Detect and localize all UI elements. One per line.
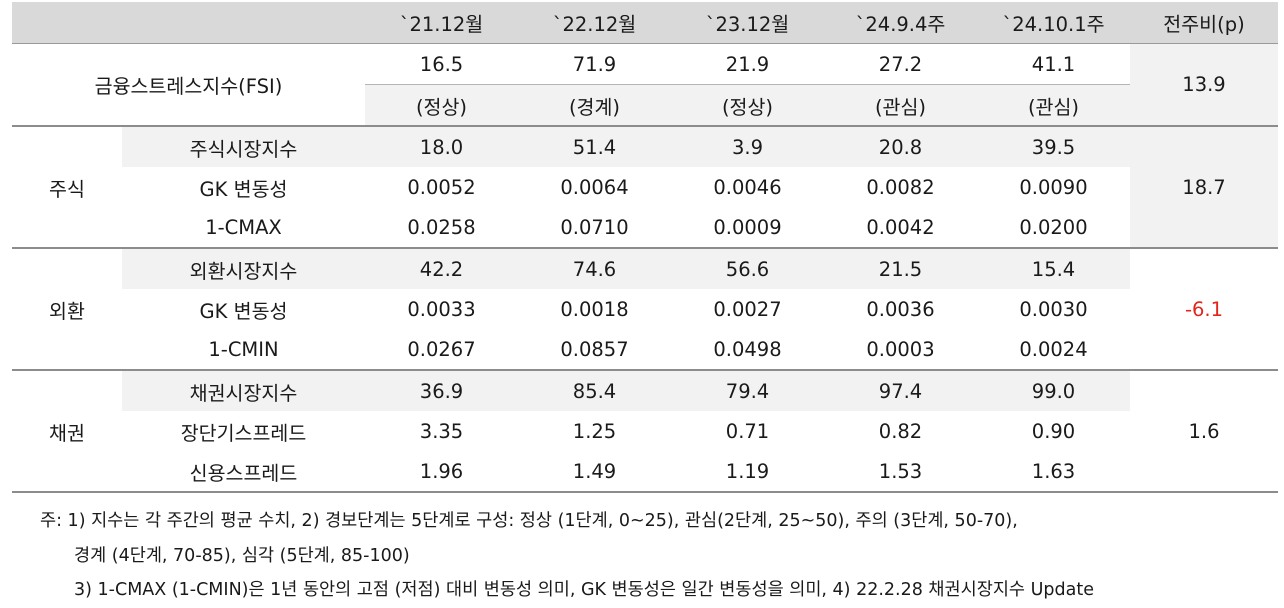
cell-value: 0.0064 [560,175,629,199]
cell-value: 20.8 [824,126,977,167]
cell-value: 0.0052 [407,175,476,199]
cell-value: 85.4 [518,370,671,411]
cell-value: 0.0258 [365,207,518,249]
row-label: 1-CMIN [122,329,365,371]
cell-value: 0.0042 [824,207,977,249]
table-row: 장단기스프레드 3.35 1.25 0.71 0.82 0.90 [12,411,1278,451]
cell-value: 0.90 [1031,419,1076,443]
fsi-stage: (정상) [365,84,518,127]
table-header-row: `21.12월 `22.12월 `23.12월 `24.9.4주 `24.10.… [12,2,1278,44]
row-label: 신용스프레드 [122,451,365,493]
column-header: `24.9.4주 [824,2,977,44]
fsi-value: 71.9 [518,43,671,85]
table-row: 1-CMAX 0.0258 0.0710 0.0009 0.0042 0.020… [12,207,1278,249]
cell-value: 3.9 [671,126,824,167]
cell-value: 51.4 [518,126,671,167]
table-row: 1-CMIN 0.0267 0.0857 0.0498 0.0003 0.002… [12,329,1278,371]
cell-value: 39.5 [977,126,1130,167]
cell-value: 0.0200 [977,207,1130,249]
table-row: GK 변동성 0.0033 0.0018 0.0027 0.0036 0.003… [12,289,1278,329]
fsi-stage: (관심) [824,84,977,127]
cell-value: 1.19 [671,451,824,493]
footnote-line: 3) 1-CMAX (1-CMIN)은 1년 동안의 고점 (저점) 대비 변동… [74,580,1094,600]
fsi-stage: (관심) [977,84,1130,127]
cell-value: 0.0027 [713,297,782,321]
cell-value: 0.0090 [1019,175,1088,199]
cell-value: 97.4 [824,370,977,411]
row-label: 주식시장지수 [122,126,365,167]
cell-value: 42.2 [365,248,518,289]
fsi-value: 21.9 [671,43,824,85]
cell-value: 18.0 [365,126,518,167]
row-label: GK 변동성 [199,299,288,323]
table-row: GK 변동성 0.0052 0.0064 0.0046 0.0082 0.009… [12,167,1278,207]
column-header: `23.12월 [671,2,824,44]
row-label: 장단기스프레드 [180,421,307,445]
column-header: `22.12월 [518,2,671,44]
fsi-label: 금융스트레스지수(FSI) [12,43,365,127]
fsi-diff: 13.9 [1130,43,1278,127]
row-label: 1-CMAX [122,207,365,249]
cell-value: 1.53 [824,451,977,493]
column-header: `21.12월 [365,2,518,44]
fsi-value: 41.1 [977,43,1130,85]
cell-value: 21.5 [824,248,977,289]
cell-value: 15.4 [977,248,1130,289]
group-diff: -6.1 [1130,248,1278,371]
cell-value: 0.71 [725,419,770,443]
group-label: 외환 [12,248,122,371]
row-label: 채권시장지수 [122,370,365,411]
column-header: `24.10.1주 [977,2,1130,44]
fsi-value: 16.5 [365,43,518,85]
cell-value: 0.0082 [866,175,935,199]
cell-value: 0.0033 [407,297,476,321]
cell-value: 99.0 [977,370,1130,411]
group-diff: 1.6 [1130,370,1278,493]
footnote-line: 경계 (4단계, 70-85), 심각 (5단계, 85-100) [74,545,410,566]
footnotes: 주: 1) 지수는 각 주간의 평균 수치, 2) 경보단계는 5단계로 구성:… [40,504,1094,608]
cell-value: 56.6 [671,248,824,289]
cell-value: 0.0003 [824,329,977,371]
cell-value: 0.0036 [866,297,935,321]
fsi-stage: (경계) [518,84,671,127]
table-row: 주식 주식시장지수 18.0 51.4 3.9 20.8 39.5 18.7 [12,126,1278,249]
fsi-value-row: 금융스트레스지수(FSI) 16.5 71.9 21.9 27.2 41.1 1… [12,43,1278,127]
cell-value: 0.0857 [518,329,671,371]
group-label: 채권 [12,370,122,493]
cell-value: 1.49 [518,451,671,493]
cell-value: 1.63 [977,451,1130,493]
cell-value: 0.0498 [671,329,824,371]
cell-value: 36.9 [365,370,518,411]
cell-value: 79.4 [671,370,824,411]
cell-value: 0.0024 [977,329,1130,371]
cell-value: 0.0046 [713,175,782,199]
group-label: 주식 [12,126,122,249]
cell-value: 0.0018 [560,297,629,321]
diff-column-header: 전주비(p) [1130,2,1278,44]
cell-value: 0.0030 [1019,297,1088,321]
group-diff: 18.7 [1130,126,1278,249]
cell-value: 74.6 [518,248,671,289]
cell-value: 0.0267 [365,329,518,371]
cell-value: 0.0710 [518,207,671,249]
header-blank [12,2,365,44]
table-row: 외환 외환시장지수 42.2 74.6 56.6 21.5 15.4 -6.1 [12,248,1278,371]
cell-value: 1.96 [365,451,518,493]
table-row: 채권 채권시장지수 36.9 85.4 79.4 97.4 99.0 1.6 [12,370,1278,493]
cell-value: 0.82 [878,419,923,443]
fsi-stage: (정상) [671,84,824,127]
row-label: GK 변동성 [199,177,288,201]
table-row: 신용스프레드 1.96 1.49 1.19 1.53 1.63 [12,451,1278,493]
cell-value: 1.25 [572,419,617,443]
fsi-table: `21.12월 `22.12월 `23.12월 `24.9.4주 `24.10.… [12,2,1278,493]
cell-value: 0.0009 [671,207,824,249]
fsi-value: 27.2 [824,43,977,85]
cell-value: 3.35 [419,419,464,443]
fsi-stage-row: (정상) (경계) (정상) (관심) (관심) [12,84,1278,127]
footnote-line: 주: 1) 지수는 각 주간의 평균 수치, 2) 경보단계는 5단계로 구성:… [40,511,1018,531]
row-label: 외환시장지수 [122,248,365,289]
